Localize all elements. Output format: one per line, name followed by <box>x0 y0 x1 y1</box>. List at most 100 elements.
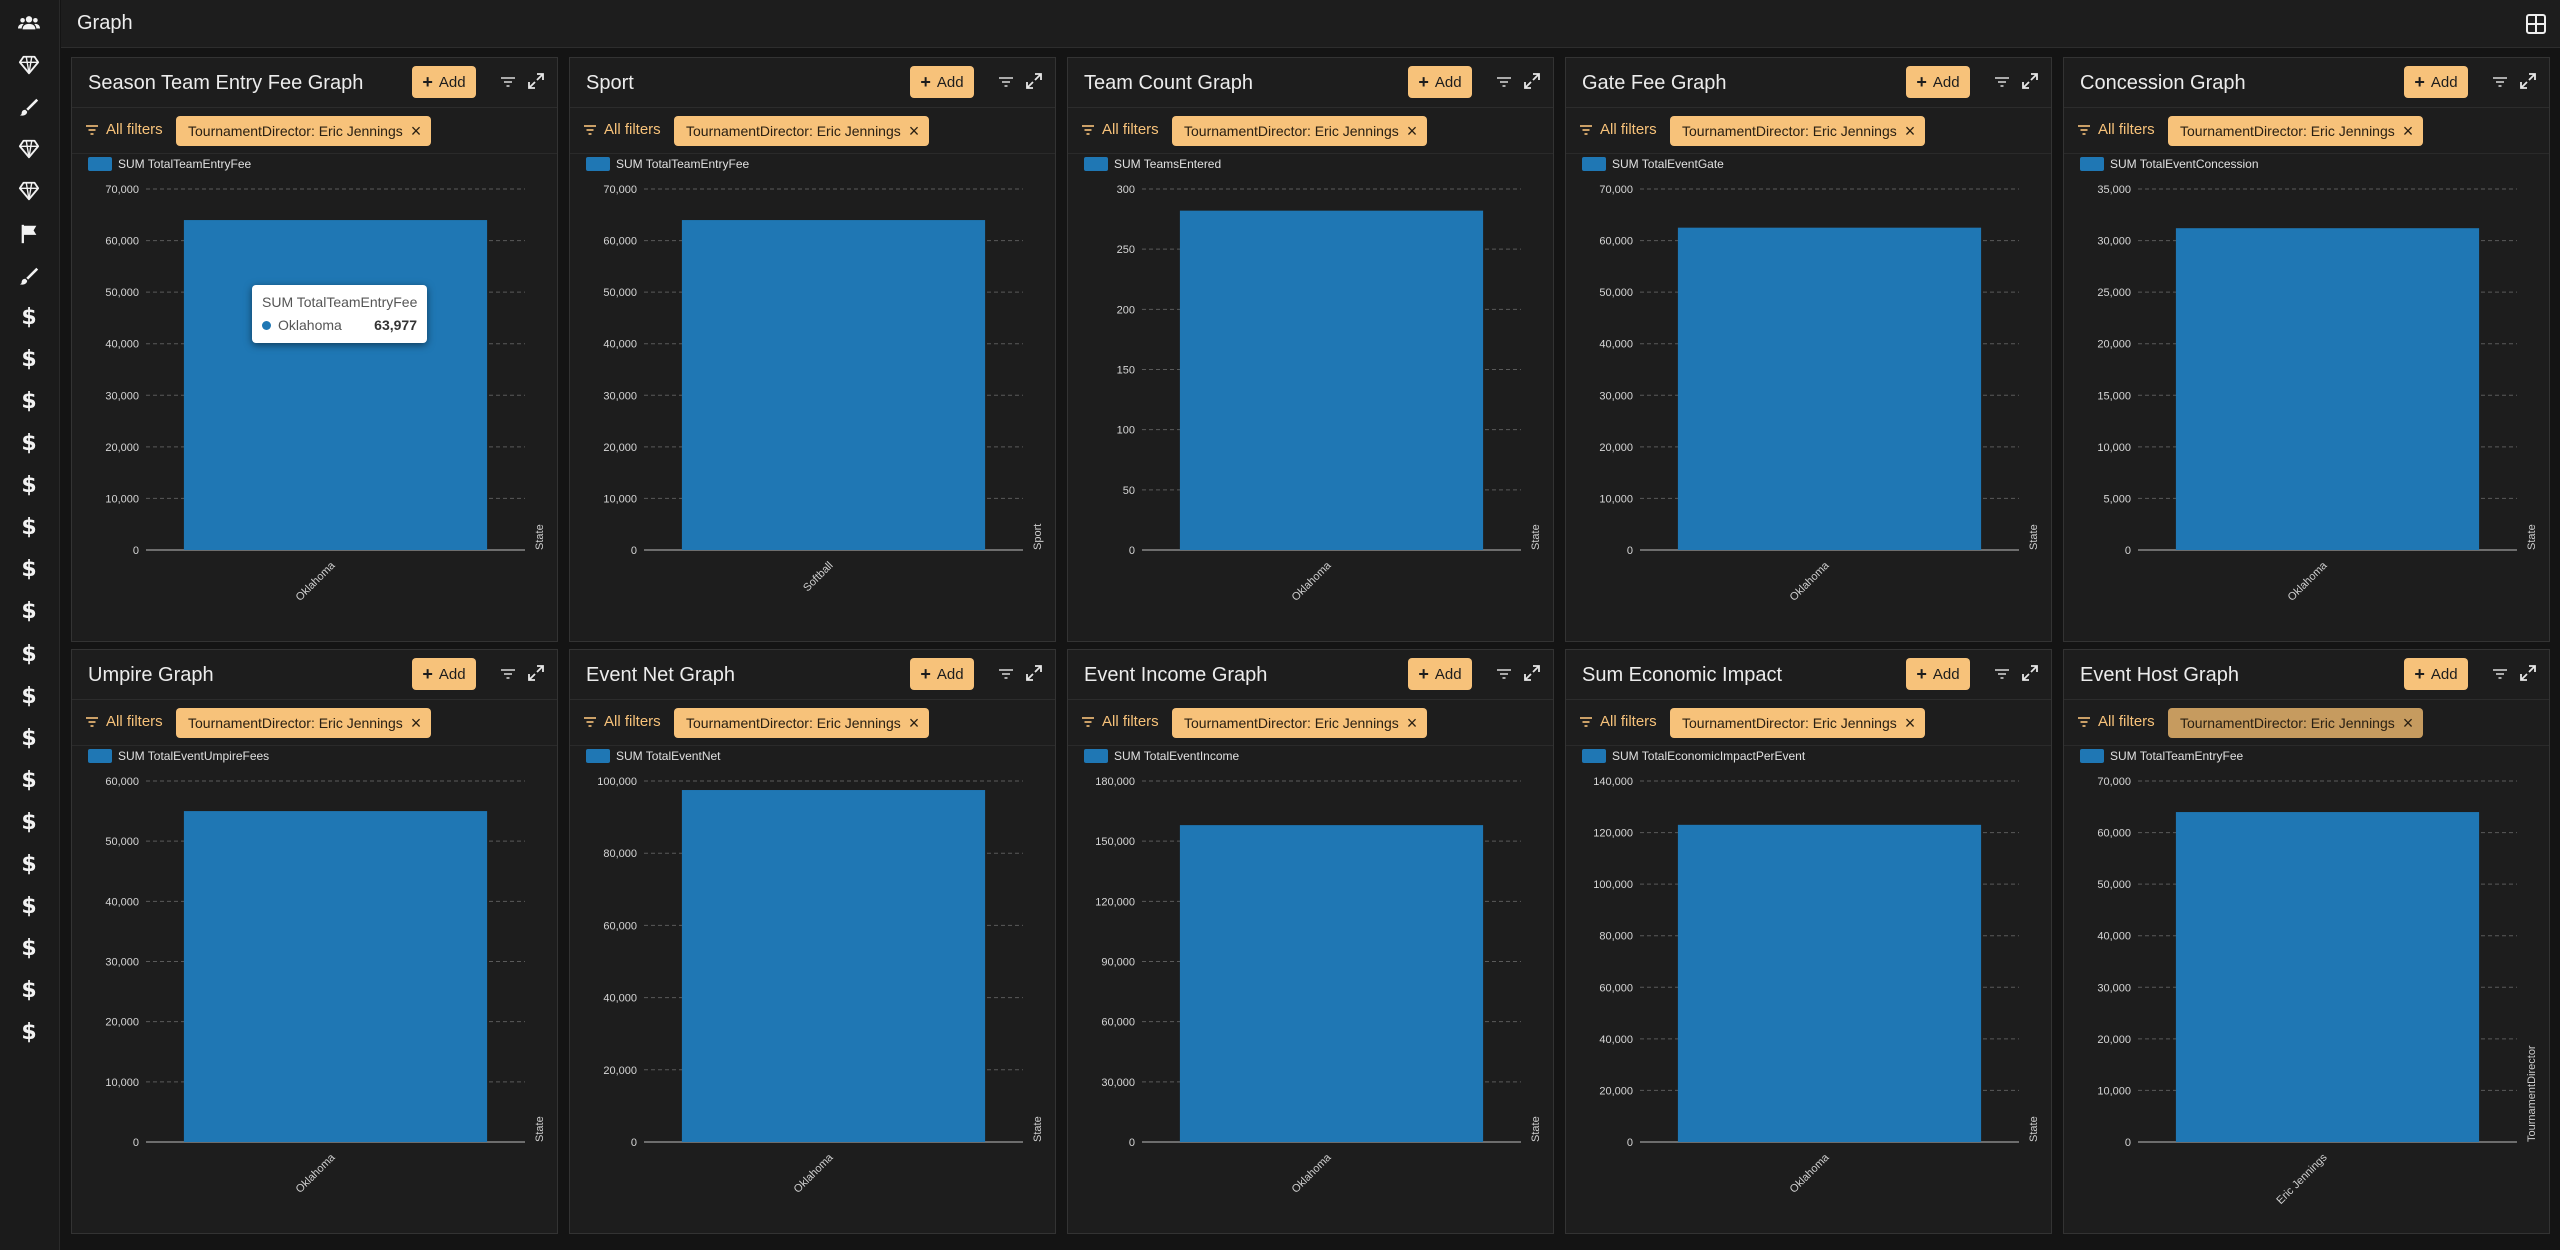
close-icon[interactable]: × <box>410 713 422 733</box>
filter-icon[interactable] <box>1992 72 2012 92</box>
expand-icon[interactable] <box>2518 71 2538 91</box>
all-filters-button[interactable]: All filters <box>1578 121 1657 138</box>
filter-chip[interactable]: TournamentDirector: Eric Jennings × <box>1172 116 1428 146</box>
dollar-icon[interactable]: $ <box>15 809 43 837</box>
close-icon[interactable]: × <box>1406 121 1418 141</box>
dollar-icon[interactable]: $ <box>15 472 43 500</box>
close-icon[interactable]: × <box>2402 121 2414 141</box>
filter-icon[interactable] <box>1494 72 1514 92</box>
all-filters-button[interactable]: All filters <box>2076 713 2155 730</box>
add-button[interactable]: + Add <box>412 658 476 690</box>
filter-icon[interactable] <box>996 72 1016 92</box>
filter-chip[interactable]: TournamentDirector: Eric Jennings × <box>1670 708 1926 738</box>
bar[interactable] <box>2175 228 2480 550</box>
expand-icon[interactable] <box>526 71 546 91</box>
add-button[interactable]: + Add <box>412 66 476 98</box>
dollar-icon[interactable]: $ <box>15 346 43 374</box>
all-filters-button[interactable]: All filters <box>1080 713 1159 730</box>
bar[interactable] <box>681 220 986 550</box>
all-filters-button[interactable]: All filters <box>2076 121 2155 138</box>
bar[interactable] <box>183 811 488 1142</box>
filter-chip[interactable]: TournamentDirector: Eric Jennings × <box>674 708 930 738</box>
add-button[interactable]: + Add <box>910 66 974 98</box>
filter-chip[interactable]: TournamentDirector: Eric Jennings × <box>1670 116 1926 146</box>
close-icon[interactable]: × <box>1904 121 1916 141</box>
brush-icon[interactable] <box>15 262 43 290</box>
flag-icon[interactable] <box>15 220 43 248</box>
close-icon[interactable]: × <box>1406 713 1418 733</box>
all-filters-button[interactable]: All filters <box>582 713 661 730</box>
dollar-icon[interactable]: $ <box>15 683 43 711</box>
dollar-icon[interactable]: $ <box>15 767 43 795</box>
add-button[interactable]: + Add <box>1408 658 1472 690</box>
add-button[interactable]: + Add <box>1906 658 1970 690</box>
filter-chip[interactable]: TournamentDirector: Eric Jennings × <box>2168 708 2424 738</box>
dollar-icon[interactable]: $ <box>15 388 43 416</box>
expand-icon[interactable] <box>1024 71 1044 91</box>
filter-icon[interactable] <box>2490 72 2510 92</box>
gem-icon[interactable] <box>15 51 43 79</box>
dollar-icon[interactable]: $ <box>15 977 43 1005</box>
all-filters-button[interactable]: All filters <box>84 713 163 730</box>
dollar-icon[interactable]: $ <box>15 430 43 458</box>
filter-icon[interactable] <box>996 664 1016 684</box>
brush-icon[interactable] <box>15 93 43 121</box>
x-tick-label: Oklahoma <box>294 1151 339 1196</box>
gem-icon[interactable] <box>15 177 43 205</box>
filter-icon[interactable] <box>498 72 518 92</box>
add-button[interactable]: + Add <box>1408 66 1472 98</box>
bar[interactable] <box>1677 824 1982 1142</box>
filter-icon[interactable] <box>498 664 518 684</box>
filter-icon[interactable] <box>2490 664 2510 684</box>
bar[interactable] <box>2175 812 2480 1142</box>
expand-icon[interactable] <box>1522 71 1542 91</box>
filter-chip[interactable]: TournamentDirector: Eric Jennings × <box>176 708 432 738</box>
dollar-icon[interactable]: $ <box>15 304 43 332</box>
filter-chip[interactable]: TournamentDirector: Eric Jennings × <box>674 116 930 146</box>
layout-grid-icon[interactable] <box>2524 12 2548 36</box>
bar[interactable] <box>1677 227 1982 550</box>
filter-icon[interactable] <box>1992 664 2012 684</box>
close-icon[interactable]: × <box>410 121 422 141</box>
dollar-icon[interactable]: $ <box>15 514 43 542</box>
filter-bar: All filters TournamentDirector: Eric Jen… <box>1566 108 2051 154</box>
dollar-icon[interactable]: $ <box>15 641 43 669</box>
bar[interactable] <box>1179 825 1484 1142</box>
add-button[interactable]: + Add <box>2404 658 2468 690</box>
dollar-icon[interactable]: $ <box>15 851 43 879</box>
close-icon[interactable]: × <box>908 121 920 141</box>
all-filters-button[interactable]: All filters <box>84 121 163 138</box>
all-filters-button[interactable]: All filters <box>1578 713 1657 730</box>
expand-icon[interactable] <box>1024 663 1044 683</box>
expand-icon[interactable] <box>2518 663 2538 683</box>
dollar-icon[interactable]: $ <box>15 725 43 753</box>
add-button[interactable]: + Add <box>910 658 974 690</box>
filter-chip[interactable]: TournamentDirector: Eric Jennings × <box>176 116 432 146</box>
dollar-icon[interactable]: $ <box>15 556 43 584</box>
filter-chip[interactable]: TournamentDirector: Eric Jennings × <box>2168 116 2424 146</box>
all-filters-button[interactable]: All filters <box>1080 121 1159 138</box>
close-icon[interactable]: × <box>1904 713 1916 733</box>
users-icon[interactable] <box>15 9 43 37</box>
bar[interactable] <box>681 790 986 1142</box>
x-tick-label: Softball <box>801 560 835 594</box>
filter-lines-icon <box>1578 714 1594 730</box>
expand-icon[interactable] <box>2020 71 2040 91</box>
add-button[interactable]: + Add <box>1906 66 1970 98</box>
bar[interactable] <box>1179 210 1484 550</box>
dollar-icon[interactable]: $ <box>15 935 43 963</box>
expand-icon[interactable] <box>2020 663 2040 683</box>
all-filters-button[interactable]: All filters <box>582 121 661 138</box>
expand-icon[interactable] <box>1522 663 1542 683</box>
dollar-icon[interactable]: $ <box>15 598 43 626</box>
dollar-icon[interactable]: $ <box>15 893 43 921</box>
close-icon[interactable]: × <box>2402 713 2414 733</box>
add-button[interactable]: + Add <box>2404 66 2468 98</box>
gem-icon[interactable] <box>15 135 43 163</box>
filter-icon[interactable] <box>1494 664 1514 684</box>
close-icon[interactable]: × <box>908 713 920 733</box>
dollar-icon[interactable]: $ <box>15 1019 43 1047</box>
bar[interactable] <box>183 220 488 550</box>
expand-icon[interactable] <box>526 663 546 683</box>
filter-chip[interactable]: TournamentDirector: Eric Jennings × <box>1172 708 1428 738</box>
